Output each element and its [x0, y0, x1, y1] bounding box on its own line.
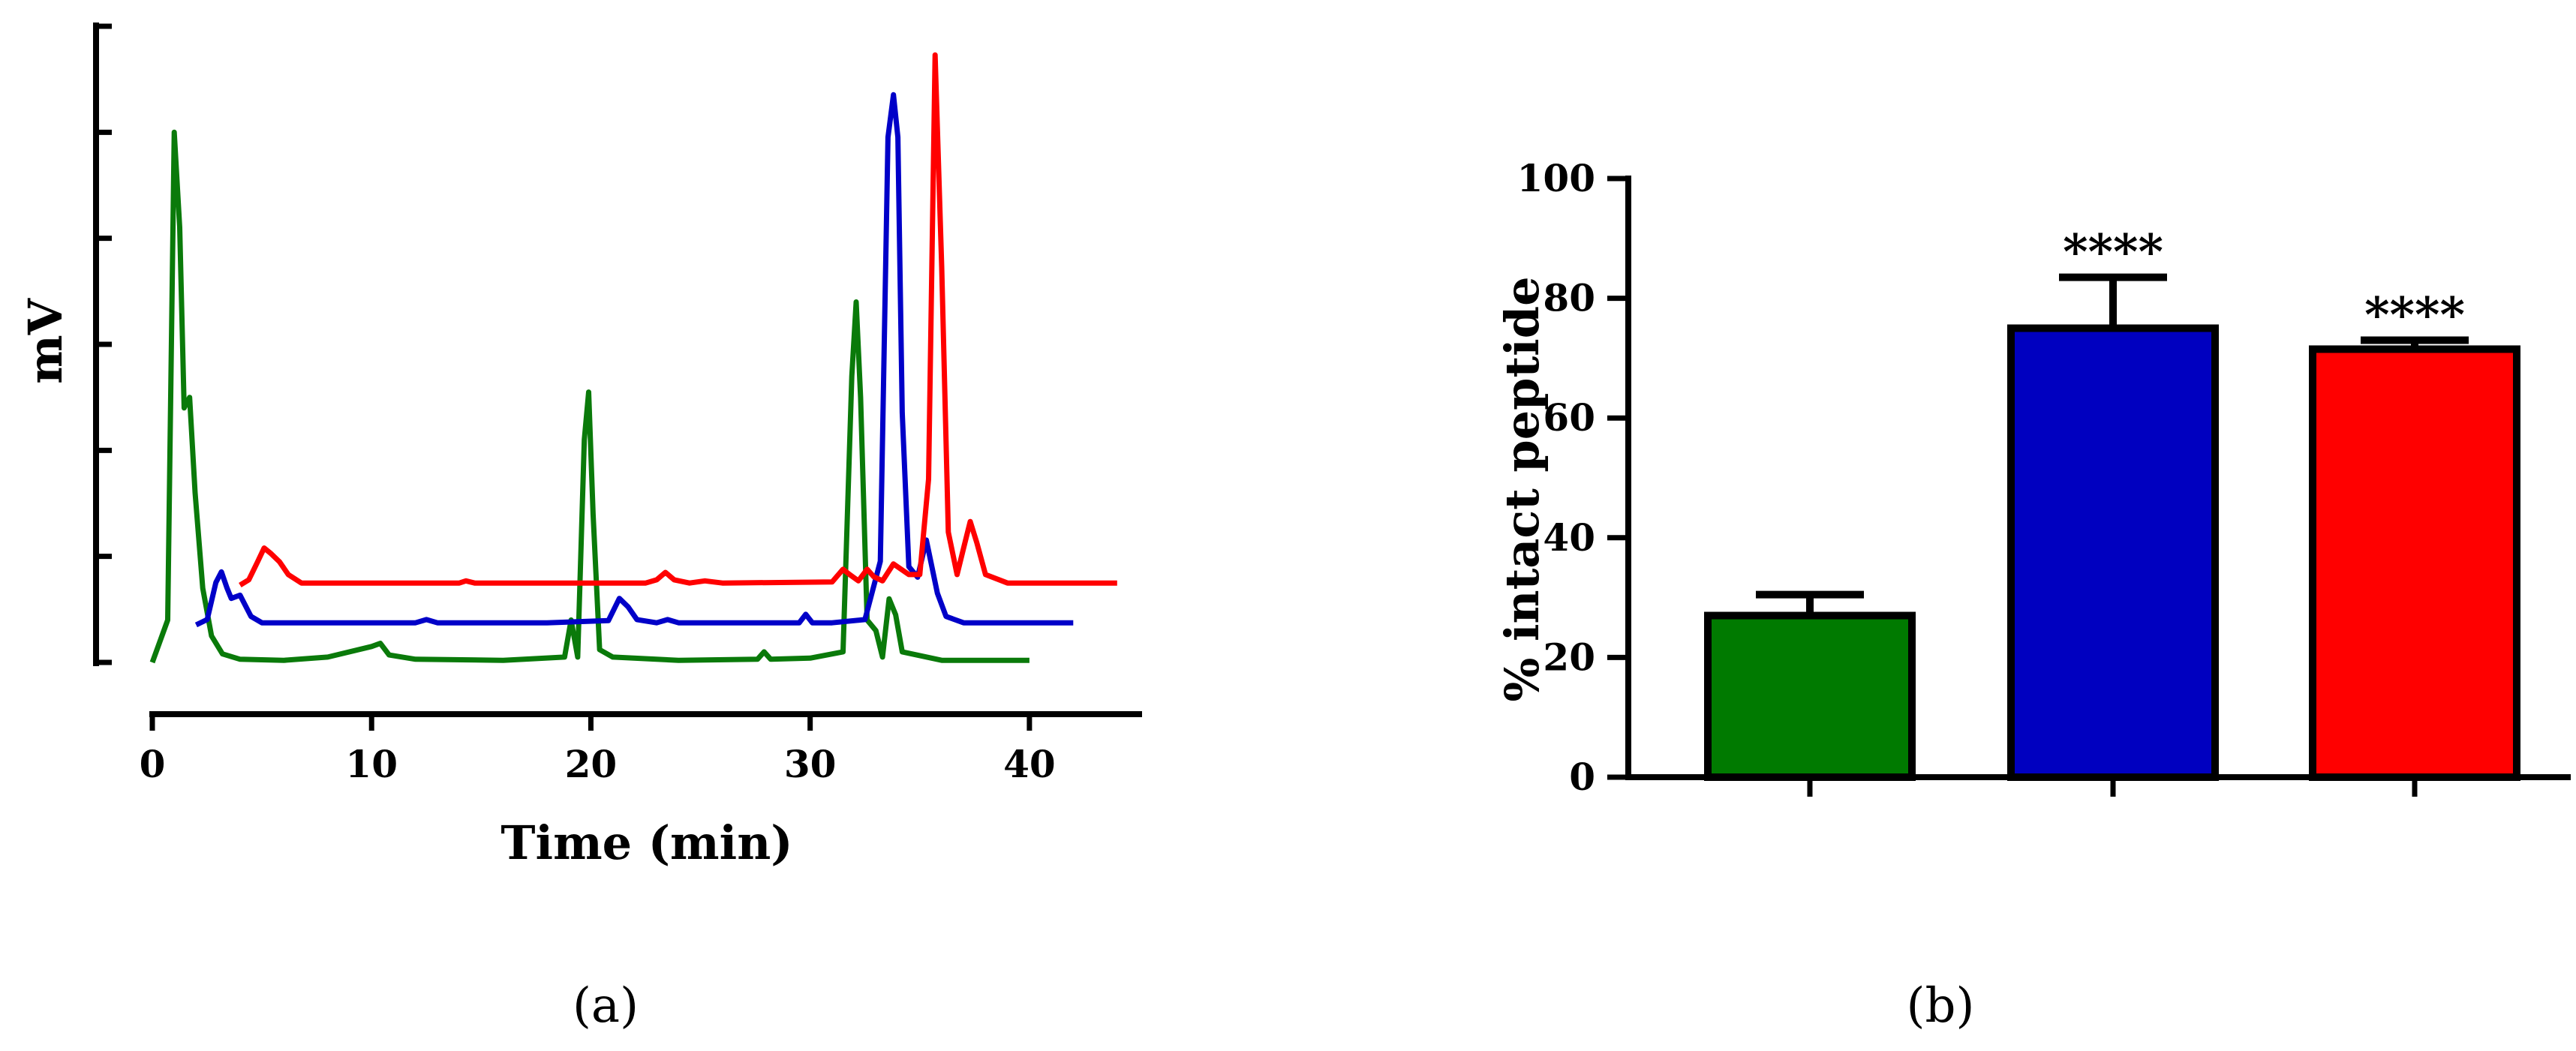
bar-chart-y-tick-label: 40	[1543, 515, 1595, 560]
bar-chart-y-axis-title: % intact peptide	[1495, 276, 1550, 701]
chromatogram-x-tick-label: 30	[784, 742, 837, 786]
chromatogram-x-tick-label: 0	[140, 742, 166, 786]
significance-label: ****	[2063, 224, 2163, 281]
panel-label-b: (b)	[1907, 978, 1975, 1034]
bar-green	[1704, 611, 1916, 781]
chromatogram-x-tick-label: 10	[345, 742, 398, 786]
error-bar-blue	[2059, 273, 2167, 329]
chromatogram-traces	[149, 52, 1117, 664]
chromatogram-axes: 0 10 20 30 40	[93, 23, 1142, 786]
panel-label-a: (a)	[573, 978, 639, 1034]
bar-chart-y-tick-label: 80	[1543, 276, 1595, 320]
bar-chart-panel: **** **** 0 20 40 60 80 100 % intact peptide (…	[1495, 156, 2571, 1034]
bar-chart-y-tick-label: 100	[1517, 156, 1595, 200]
chromatogram-x-axis-title: Time (min)	[500, 815, 792, 870]
significance-label: ****	[2364, 287, 2465, 343]
chromatogram-x-tick-label: 20	[565, 742, 618, 786]
bar-chart-bars: **** ****	[1704, 224, 2520, 781]
bar-red	[2309, 345, 2520, 781]
chromatogram-panel: 0 10 20 30 40 Time (min) mV (a)	[18, 23, 1142, 1034]
bar-chart-axes: 0 20 40 60 80 100	[1517, 156, 2571, 799]
chromatogram-x-tick-label: 40	[1003, 742, 1056, 786]
bar-chart-y-tick-label: 60	[1543, 395, 1595, 440]
bar-blue	[2007, 324, 2219, 781]
bar-chart-y-tick-label: 0	[1569, 755, 1595, 799]
bar-chart-y-tick-label: 20	[1543, 635, 1595, 679]
chromatogram-y-axis-title: mV	[18, 298, 73, 384]
trace-red	[239, 52, 1117, 587]
